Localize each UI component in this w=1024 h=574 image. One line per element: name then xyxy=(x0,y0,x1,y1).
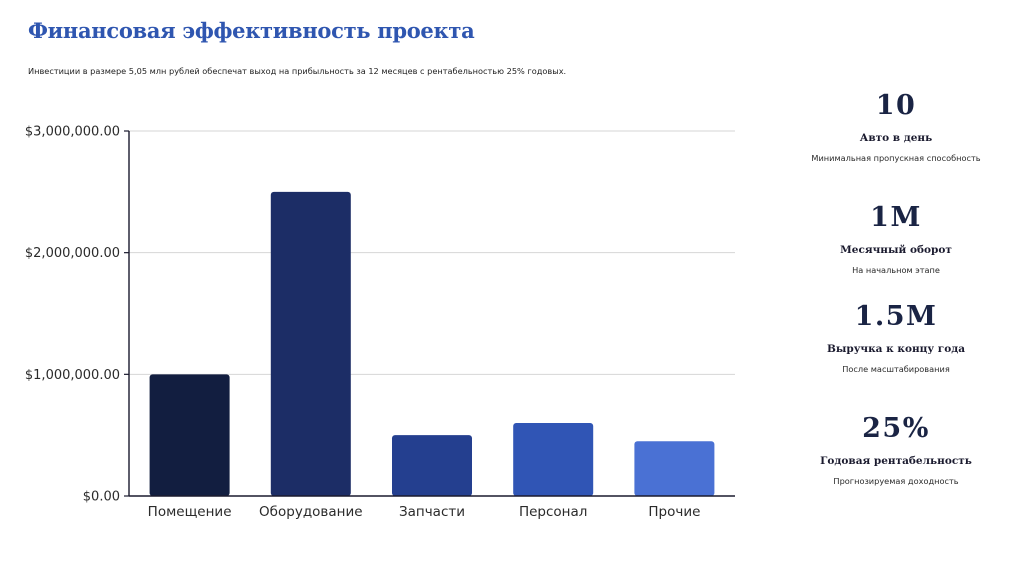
x-category-label: Персонал xyxy=(519,504,587,520)
y-tick-label: $3,000,000.00 xyxy=(25,125,120,140)
bar-3 xyxy=(392,435,472,496)
chart-axes xyxy=(124,130,735,497)
kpi-year-end-revenue: 1.5M Выручка к концу года После масштаби… xyxy=(790,301,1002,374)
kpi-label: Месячный оборот xyxy=(840,244,952,256)
kpi-value: 1.5M xyxy=(854,301,938,332)
kpi-label: Выручка к концу года xyxy=(826,343,966,355)
kpi-description: После масштабирования xyxy=(842,364,950,374)
kpi-description: На начальном этапе xyxy=(852,265,940,275)
x-category-label: Прочие xyxy=(648,504,700,520)
y-tick-label: $2,000,000.00 xyxy=(25,246,120,261)
chart-bars xyxy=(149,191,715,496)
bar-chart: $0.00 $1,000,000.00 $2,000,000.00 $3,000,00… xyxy=(25,125,735,521)
chart-gridlines xyxy=(129,130,735,375)
y-tick-label: $0.00 xyxy=(83,490,120,505)
kpi-description: Прогнозируемая доходность xyxy=(833,476,959,486)
kpi-value: 1M xyxy=(870,202,922,233)
kpi-annual-profitability: 25% Годовая рентабельность Прогнозируема… xyxy=(790,413,1002,486)
bar-5 xyxy=(634,441,715,496)
page-subtitle: Инвестиции в размере 5,05 млн рублей обе… xyxy=(28,66,567,76)
x-category-label: Запчасти xyxy=(399,504,465,520)
kpi-monthly-turnover: 1M Месячный оборот На начальном этапе xyxy=(790,202,1002,275)
y-tick-label: $1,000,000.00 xyxy=(25,368,120,383)
x-category-label: Оборудование xyxy=(259,504,363,520)
page-title: Финансовая эффективность проекта xyxy=(28,18,475,43)
kpi-value: 10 xyxy=(875,90,917,121)
x-category-label: Помещение xyxy=(148,504,232,520)
bar-4 xyxy=(513,423,594,496)
kpi-cars-per-day: 10 Авто в день Минимальная пропускная сп… xyxy=(790,90,1002,163)
kpi-label: Годовая рентабельность xyxy=(820,455,972,467)
bar-1 xyxy=(149,374,230,496)
kpi-description: Минимальная пропускная способность xyxy=(811,153,981,163)
kpi-value: 25% xyxy=(862,413,930,444)
bar-2 xyxy=(270,191,351,496)
kpi-label: Авто в день xyxy=(859,132,933,144)
chart-labels: $0.00 $1,000,000.00 $2,000,000.00 $3,000,00… xyxy=(25,125,701,521)
